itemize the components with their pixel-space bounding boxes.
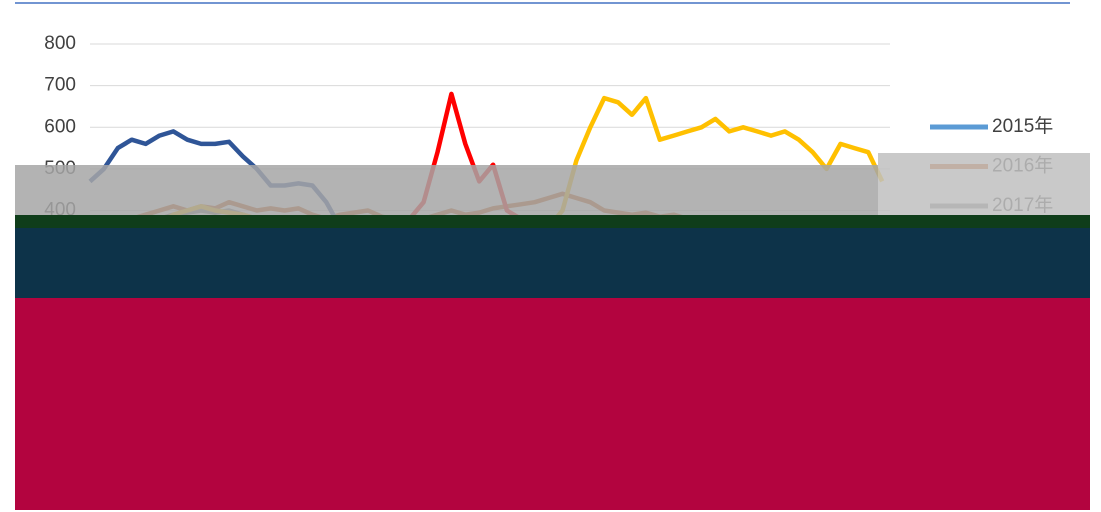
artifact-band [15, 228, 1090, 298]
artifact-band [15, 215, 1090, 228]
chart: 0100200300400500600700800 2015年2016年2017… [0, 0, 1101, 512]
artifact-band [15, 298, 1090, 510]
y-tick-label: 700 [44, 75, 76, 96]
page: {"chart_data": {"type": "line", "categor… [0, 0, 1101, 512]
artifact-band [878, 153, 1090, 215]
legend-label: 2015年 [992, 115, 1053, 137]
y-tick-label: 800 [44, 33, 76, 54]
screen-artifacts [15, 153, 1090, 510]
y-tick-label: 600 [44, 116, 76, 137]
